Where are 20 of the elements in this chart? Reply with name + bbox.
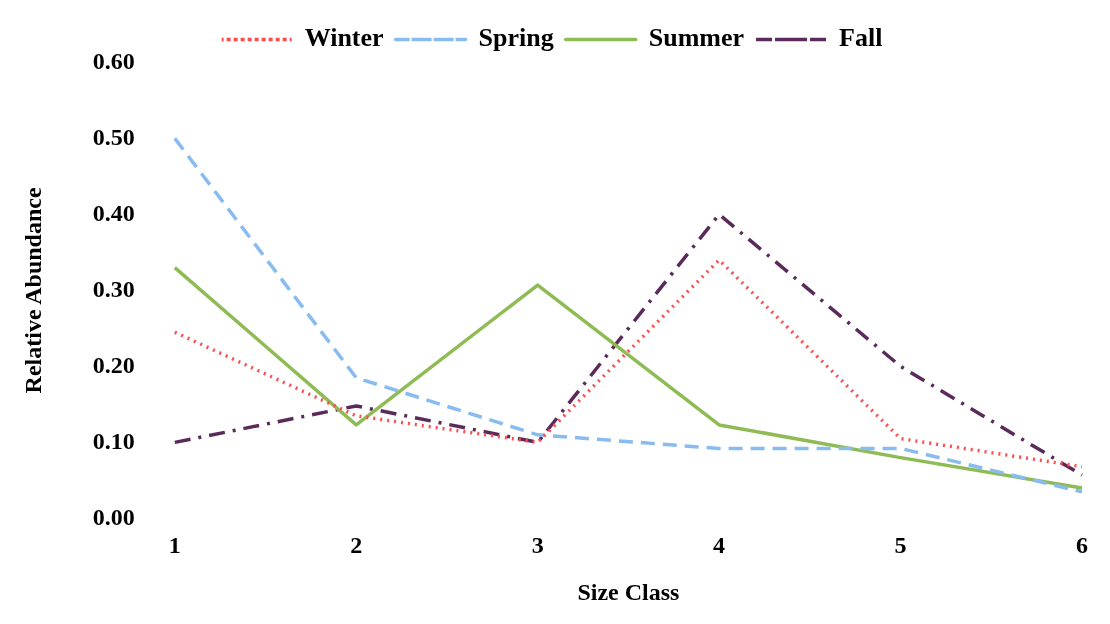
y-tick-label: 0.40 <box>92 199 135 226</box>
y-tick-label: 0.10 <box>92 427 135 454</box>
x-tick-label: 4 <box>713 532 726 558</box>
x-tick-label: 2 <box>350 532 363 558</box>
y-tick-label: 0.20 <box>92 351 135 378</box>
y-axis-title: Relative Abundance <box>19 187 46 394</box>
legend-label: Spring <box>478 23 554 53</box>
x-tick-label: 6 <box>1076 532 1088 558</box>
line-series <box>173 136 1084 494</box>
x-tick-label: 1 <box>168 532 181 558</box>
legend-label: Fall <box>839 23 883 53</box>
legend-label: Summer <box>648 23 745 53</box>
x-axis-title: Size Class <box>577 578 680 605</box>
x-tick-label: 3 <box>531 532 544 558</box>
y-tick-label: 0.50 <box>92 123 135 150</box>
x-tick-label: 5 <box>894 532 907 558</box>
y-tick-label: 0.00 <box>92 503 135 530</box>
y-tick-label: 0.30 <box>92 275 135 302</box>
y-tick-label: 0.60 <box>92 47 135 74</box>
legend-label: Winter <box>304 23 384 53</box>
